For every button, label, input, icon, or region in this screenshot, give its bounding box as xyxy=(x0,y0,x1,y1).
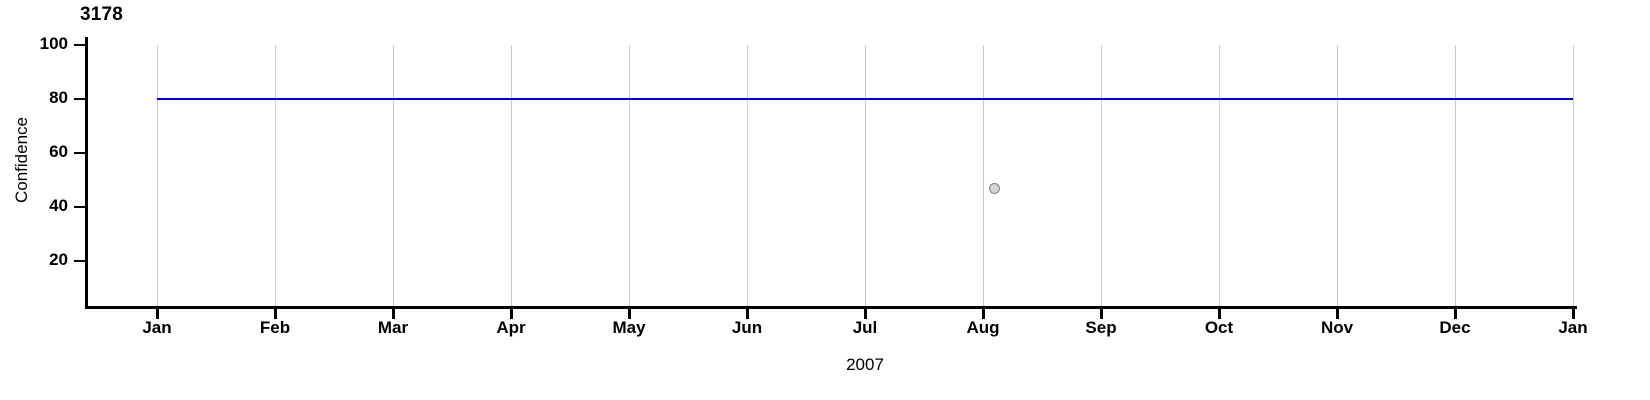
x-axis-tick xyxy=(392,309,395,319)
gridline-vertical xyxy=(1219,45,1220,306)
gridline-vertical xyxy=(983,45,984,306)
x-axis-tick xyxy=(274,309,277,319)
x-axis-tick-label: May xyxy=(612,318,646,337)
x-axis-tick-label: Jan xyxy=(1558,318,1588,337)
y-axis-tick xyxy=(74,44,85,46)
x-axis-tick xyxy=(1218,309,1221,319)
y-axis-tick-label: 60 xyxy=(49,142,68,161)
y-axis-line xyxy=(85,37,88,309)
x-axis-tick xyxy=(982,309,985,319)
x-axis-tick-label: Jan xyxy=(142,318,172,337)
y-axis-tick-label: 100 xyxy=(39,34,68,53)
y-axis-title: Confidence xyxy=(12,117,31,204)
y-axis-tick-label: 80 xyxy=(49,88,68,107)
y-axis-tick xyxy=(74,152,85,154)
gridline-vertical xyxy=(157,45,158,306)
threshold-line xyxy=(157,98,1573,100)
x-axis-tick-label: Apr xyxy=(496,318,526,337)
x-axis-line xyxy=(85,306,1577,309)
y-axis-tick-label: 40 xyxy=(49,196,68,215)
x-axis-tick xyxy=(864,309,867,319)
x-axis-tick-label: Aug xyxy=(966,318,1000,337)
gridline-vertical xyxy=(1101,45,1102,306)
chart-title: 3178 xyxy=(80,4,124,25)
x-axis-tick xyxy=(156,309,159,319)
x-axis-tick xyxy=(1100,309,1103,319)
data-point xyxy=(989,182,1001,194)
gridline-vertical xyxy=(1337,45,1338,306)
gridline-vertical xyxy=(511,45,512,306)
x-axis-tick xyxy=(1572,309,1575,319)
x-axis-tick xyxy=(746,309,749,319)
x-axis-tick-label: Sep xyxy=(1085,318,1117,337)
gridline-vertical xyxy=(1573,45,1574,306)
x-axis-tick-label: Jun xyxy=(731,318,763,337)
gridline-vertical xyxy=(865,45,866,306)
x-axis-tick-label: Dec xyxy=(1439,318,1471,337)
y-axis-tick xyxy=(74,98,85,100)
gridline-vertical xyxy=(393,45,394,306)
x-axis-tick-label: Oct xyxy=(1204,318,1234,337)
y-axis-tick xyxy=(74,260,85,262)
gridline-vertical xyxy=(1455,45,1456,306)
y-axis-tick-label: 20 xyxy=(49,250,68,269)
x-axis-tick xyxy=(1454,309,1457,319)
x-axis-tick xyxy=(1336,309,1339,319)
x-axis-tick xyxy=(628,309,631,319)
x-axis-tick-label: Mar xyxy=(377,318,409,337)
x-axis-tick-label: Feb xyxy=(259,318,291,337)
gridline-vertical xyxy=(747,45,748,306)
x-axis-tick-label: Nov xyxy=(1320,318,1354,337)
x-axis-title: 2007 xyxy=(846,355,884,374)
gridline-vertical xyxy=(275,45,276,306)
gridline-vertical xyxy=(629,45,630,306)
x-axis-tick xyxy=(510,309,513,319)
x-axis-tick-label: Jul xyxy=(852,318,878,337)
y-axis-tick xyxy=(74,206,85,208)
